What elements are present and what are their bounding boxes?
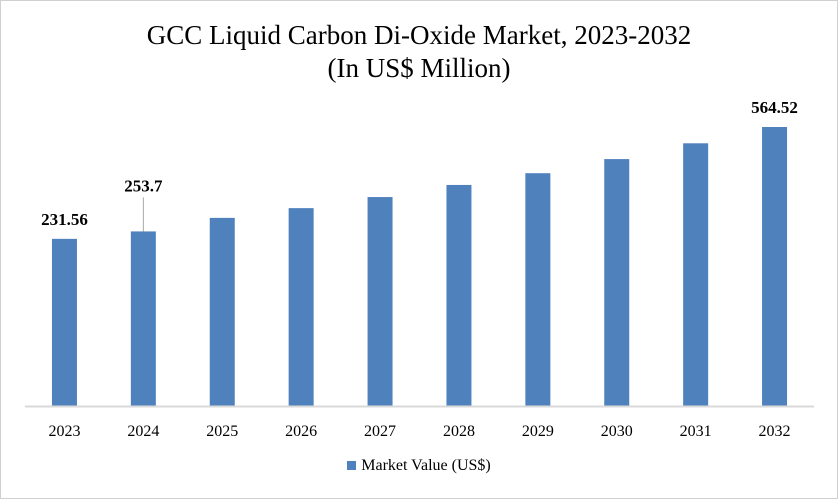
bar-2024 (130, 231, 156, 406)
data-label-2032: 564.52 (751, 98, 798, 117)
legend: Market Value (US$) (1, 457, 837, 475)
chart-subtitle: (In US$ Million) (327, 53, 511, 83)
bar-2029 (525, 173, 551, 406)
data-label-2024: 253.7 (124, 176, 163, 195)
data-label-2023: 231.56 (41, 210, 88, 229)
x-tick-label: 2027 (364, 423, 396, 440)
x-tick-label: 2028 (443, 423, 475, 440)
chart-title: GCC Liquid Carbon Di-Oxide Market, 2023-… (1, 19, 837, 85)
x-tick-label: 2024 (127, 423, 159, 440)
bar-2032 (762, 127, 788, 406)
x-tick-label: 2025 (206, 423, 238, 440)
bar-2027 (367, 197, 393, 406)
bar-2030 (604, 159, 630, 406)
x-tick-label: 2030 (601, 423, 633, 440)
legend-label: Market Value (US$) (361, 457, 491, 474)
legend-swatch (347, 461, 357, 470)
x-tick-label: 2023 (48, 423, 80, 440)
bar-2028 (446, 184, 472, 406)
x-tick-label: 2031 (680, 423, 712, 440)
bar-2026 (288, 208, 314, 406)
bar-2031 (683, 143, 709, 406)
x-tick-label: 2029 (522, 423, 554, 440)
bar-2025 (209, 217, 235, 406)
chart-title-line: GCC Liquid Carbon Di-Oxide Market, 2023-… (146, 20, 692, 50)
x-tick-label: 2026 (285, 423, 317, 440)
x-tick-label: 2032 (759, 423, 791, 440)
bar-2023 (51, 238, 77, 406)
